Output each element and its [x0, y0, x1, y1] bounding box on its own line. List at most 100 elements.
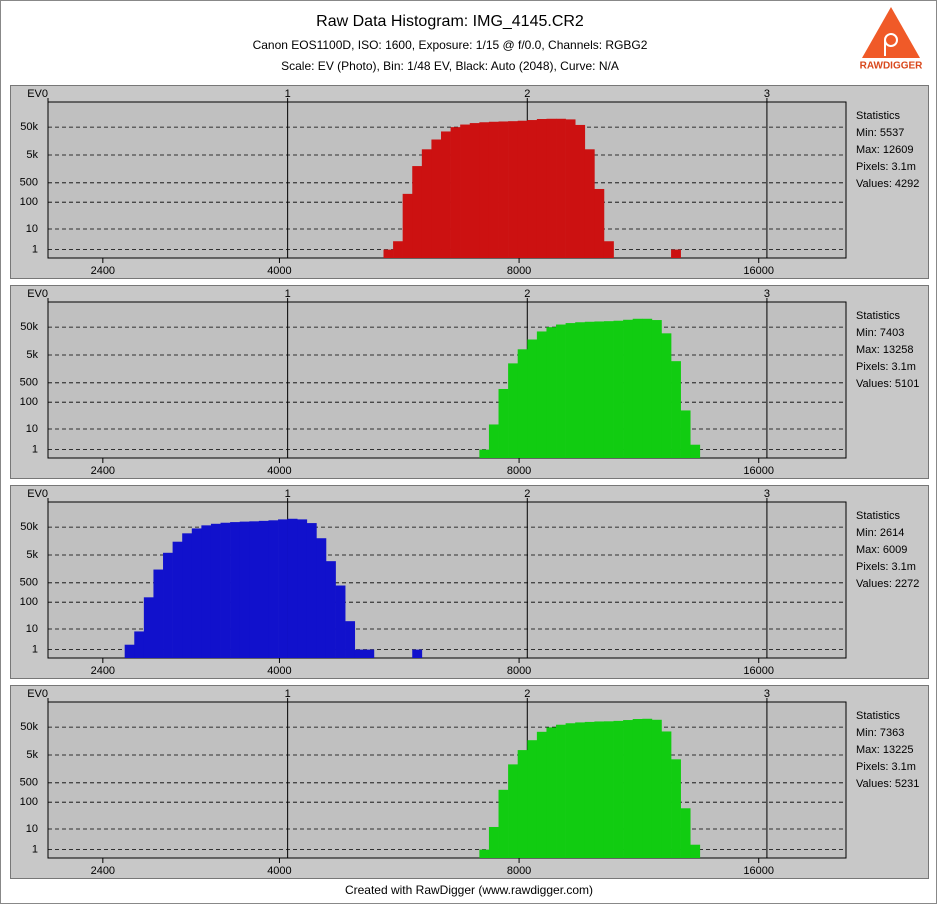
bar [536, 331, 547, 458]
x-tick-label: 16000 [743, 865, 774, 877]
bar [488, 121, 499, 258]
y-tick-label: 50k [20, 721, 38, 733]
bar [316, 538, 327, 658]
x2-tick-label: 2 [524, 688, 530, 700]
bar [479, 122, 490, 258]
bar [556, 324, 566, 458]
y-tick-label: 100 [20, 596, 38, 608]
bar [575, 124, 586, 258]
histogram-panel: 1 10 100 500 5k 50k EV0 1 2 3 2400 4000 8000 16000 Sta… [10, 685, 929, 879]
x2-tick-label: 1 [285, 488, 291, 500]
bar [584, 321, 595, 458]
logo-triangle [862, 7, 920, 58]
x2-tick-label: 1 [285, 88, 291, 100]
bar [594, 188, 605, 258]
bar [642, 718, 653, 858]
bar [651, 320, 662, 458]
x-tick-label: 4000 [267, 865, 291, 877]
bar [479, 849, 490, 858]
bar [556, 724, 566, 858]
bars [479, 718, 701, 858]
bar [469, 123, 480, 259]
bar [306, 523, 317, 658]
bar [632, 318, 643, 458]
statistic: Pixels: 3.1m [856, 761, 916, 773]
y-tick-label: 50k [20, 121, 38, 133]
bar [163, 552, 173, 658]
bar [508, 121, 518, 258]
y-tick-label: 10 [26, 223, 38, 235]
bar [603, 241, 614, 258]
bar [623, 319, 634, 458]
y-tick-label: 1 [32, 844, 38, 856]
x-tick-label: 2400 [91, 465, 115, 477]
histogram-panel: 1 10 100 500 5k 50k EV0 1 2 3 2400 4000 8000 16000 Sta… [10, 285, 929, 479]
statistic: Pixels: 3.1m [856, 561, 916, 573]
x2-tick-label: EV0 [27, 88, 48, 100]
bar [584, 721, 595, 858]
bar [575, 722, 586, 858]
bar [565, 119, 576, 258]
bars [479, 318, 701, 458]
x2-tick-label: EV0 [27, 488, 48, 500]
y-tick-label: 5k [26, 149, 38, 161]
bar [230, 522, 241, 658]
statistic: Min: 7363 [856, 727, 904, 739]
statistic: Max: 6009 [856, 544, 907, 556]
statistic: Max: 13258 [856, 344, 913, 356]
bar [603, 321, 614, 458]
x2-tick-label: 2 [524, 288, 530, 300]
bar [335, 585, 346, 658]
y-tick-label: 1 [32, 244, 38, 256]
x-tick-label: 2400 [91, 665, 115, 677]
bar [594, 721, 605, 858]
bar [431, 139, 442, 258]
logo: RAWDIGGER [860, 7, 923, 72]
x-tick-label: 2400 [91, 865, 115, 877]
bar [345, 621, 356, 658]
bar [354, 649, 365, 658]
y-tick-label: 500 [20, 177, 38, 189]
x-tick-label: 16000 [743, 465, 774, 477]
x-tick-label: 8000 [507, 265, 531, 277]
x-tick-label: 16000 [743, 265, 774, 277]
statistic: Pixels: 3.1m [856, 161, 916, 173]
bar [498, 789, 509, 858]
x2-tick-label: 2 [524, 488, 530, 500]
plot-area [47, 301, 847, 459]
bar [575, 322, 586, 458]
bar [546, 118, 557, 258]
bar [603, 721, 614, 858]
bar [536, 119, 547, 258]
bar [441, 131, 451, 258]
y-tick-label: 1 [32, 444, 38, 456]
bar [201, 525, 212, 658]
x2-tick-label: 1 [285, 288, 291, 300]
bar [287, 518, 298, 658]
bar [517, 349, 528, 458]
x-tick-label: 4000 [267, 265, 291, 277]
bar [527, 120, 538, 258]
bar [249, 521, 260, 658]
x2-tick-label: 1 [285, 688, 291, 700]
y-tick-label: 100 [20, 196, 38, 208]
bar [297, 519, 308, 658]
bar [508, 764, 518, 858]
bar [210, 523, 221, 658]
bar [479, 449, 490, 458]
bar [651, 719, 662, 858]
y-tick-label: 5k [26, 549, 38, 561]
x2-tick-label: 3 [764, 688, 770, 700]
bar [325, 561, 336, 658]
statistic: Max: 13225 [856, 744, 913, 756]
bar [412, 649, 423, 658]
bar [220, 522, 231, 658]
bar [632, 719, 643, 858]
y-tick-label: 100 [20, 796, 38, 808]
x-tick-label: 8000 [507, 865, 531, 877]
y-tick-label: 50k [20, 521, 38, 533]
bar [671, 759, 681, 858]
bar [690, 444, 701, 458]
